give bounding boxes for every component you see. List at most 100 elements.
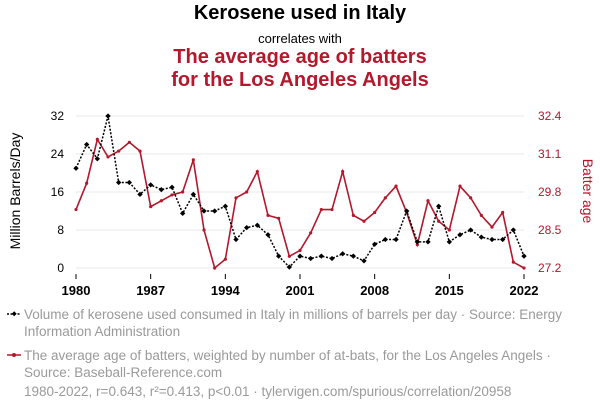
data-point-kerosene: [425, 239, 431, 245]
data-point-batter-age: [138, 149, 142, 153]
data-point-batter-age: [266, 213, 270, 217]
data-point-batter-age: [298, 248, 302, 253]
data-point-batter-age: [202, 228, 206, 232]
data-point-kerosene: [435, 203, 442, 209]
data-point-batter-age: [117, 149, 121, 153]
chart-plot: 0 8 16 24 32 27.2 28.5 29.8 31.1 32.4 1980 1987 19…: [7, 109, 596, 298]
y-axis-right-tick-label: 31.1: [538, 147, 562, 161]
y-axis-left-tick-label: 32: [51, 109, 65, 123]
data-point-kerosene: [179, 210, 186, 217]
data-point-kerosene: [371, 241, 378, 247]
data-point-kerosene: [265, 232, 271, 238]
y-axis-left-tick-label: 0: [57, 261, 64, 275]
y-axis-right-label: Batter age: [580, 159, 596, 224]
data-point-kerosene: [297, 253, 303, 259]
y-axis-left-tick-label: 8: [57, 223, 64, 237]
data-point-batter-age: [351, 213, 355, 217]
data-point-kerosene: [126, 179, 133, 186]
data-point-batter-age: [330, 207, 334, 212]
data-point-kerosene: [222, 203, 229, 209]
data-point-kerosene: [233, 236, 239, 243]
data-point-kerosene: [211, 208, 218, 214]
data-point-kerosene: [478, 234, 485, 240]
x-axis-tick-label: 2001: [286, 283, 315, 298]
data-point-batter-age: [287, 254, 291, 258]
data-point-kerosene: [286, 264, 293, 270]
y-axis-left-ticks: 0 8 16 24 32: [51, 109, 65, 275]
data-point-batter-age: [447, 228, 451, 232]
y-axis-right-tick-label: 28.5: [538, 223, 562, 237]
y-axis-right-tick-label: 32.4: [538, 109, 562, 123]
data-point-kerosene: [73, 165, 79, 171]
x-axis-ticks: 1980 1987 1994 2001 2008 2015 2022: [62, 274, 539, 298]
chart-title: Kerosene used in Italy: [193, 2, 407, 24]
chart-title-secondary-line2: for the Los Angeles Angels: [171, 69, 429, 91]
data-point-kerosene: [318, 253, 325, 259]
x-axis-tick-label: 1987: [136, 283, 165, 298]
data-point-batter-age: [255, 169, 259, 174]
data-point-kerosene: [243, 224, 250, 231]
data-point-batter-age: [127, 140, 131, 144]
data-point-kerosene: [158, 186, 165, 193]
data-point-batter-age: [159, 199, 163, 203]
data-series: [73, 113, 527, 270]
data-point-batter-age: [223, 257, 227, 261]
y-axis-left-label: Million Barrels/Day: [7, 133, 23, 250]
data-point-kerosene: [403, 208, 410, 214]
data-point-batter-age: [501, 210, 505, 215]
legend-swatch-dotted-black: [7, 311, 21, 317]
data-point-kerosene: [169, 184, 175, 190]
data-point-kerosene: [115, 179, 122, 186]
data-point-kerosene: [137, 191, 143, 198]
data-point-kerosene: [510, 227, 517, 233]
data-point-batter-age: [362, 219, 366, 223]
y-axis-left-tick-label: 24: [51, 147, 65, 161]
x-axis-tick-label: 2008: [360, 283, 389, 298]
data-point-batter-age: [234, 196, 238, 200]
chart-subtitle: correlates with: [258, 31, 342, 46]
data-point-kerosene: [201, 208, 207, 214]
chart-title-secondary: The average age of batters for the Los A…: [0, 46, 600, 92]
legend-text-series1: Volume of kerosene used consumed in Ital…: [24, 307, 563, 339]
data-point-kerosene: [339, 251, 346, 257]
data-point-batter-age: [309, 231, 313, 235]
data-point-kerosene: [414, 239, 421, 245]
y-axis-right-tick-label: 29.8: [538, 185, 562, 199]
series-line-batter-age: [75, 137, 525, 270]
data-point-batter-age: [341, 169, 345, 174]
data-point-kerosene: [361, 258, 367, 264]
x-axis-tick-label: 2022: [510, 283, 539, 298]
x-axis-tick-label: 1980: [62, 283, 91, 298]
data-point-kerosene: [275, 253, 282, 259]
data-point-batter-age: [170, 193, 174, 197]
data-point-batter-age: [213, 266, 217, 270]
y-axis-right-tick-label: 27.2: [538, 261, 562, 275]
chart-footer: 1980-2022, r=0.643, r²=0.413, p<0.01 · t…: [24, 384, 512, 399]
data-point-batter-age: [149, 205, 153, 209]
data-point-kerosene: [190, 191, 197, 198]
x-axis-tick-label: 1994: [211, 283, 241, 298]
data-point-kerosene: [350, 253, 357, 259]
data-point-kerosene: [499, 236, 506, 243]
data-point-batter-age: [245, 190, 249, 194]
data-point-batter-age: [479, 213, 483, 217]
y-axis-right-ticks: 27.2 28.5 29.8 31.1 32.4: [538, 109, 562, 275]
data-point-batter-age: [181, 190, 185, 194]
data-point-batter-age: [383, 196, 387, 200]
data-point-kerosene: [393, 236, 399, 243]
data-point-batter-age: [490, 225, 494, 229]
y-axis-left-tick-label: 16: [51, 185, 65, 199]
chart-title-secondary-line1: The average age of batters: [173, 46, 427, 68]
data-point-kerosene: [457, 232, 463, 238]
data-point-batter-age: [191, 158, 195, 162]
grid-lines: [76, 115, 524, 269]
data-point-batter-age: [95, 137, 99, 141]
data-point-batter-age: [415, 243, 419, 247]
data-point-kerosene: [521, 253, 527, 259]
data-point-batter-age: [85, 181, 89, 185]
data-point-kerosene: [382, 236, 389, 243]
data-point-kerosene: [467, 227, 474, 233]
data-point-batter-age: [74, 207, 78, 212]
data-point-batter-age: [469, 196, 473, 200]
data-point-batter-age: [394, 184, 398, 188]
